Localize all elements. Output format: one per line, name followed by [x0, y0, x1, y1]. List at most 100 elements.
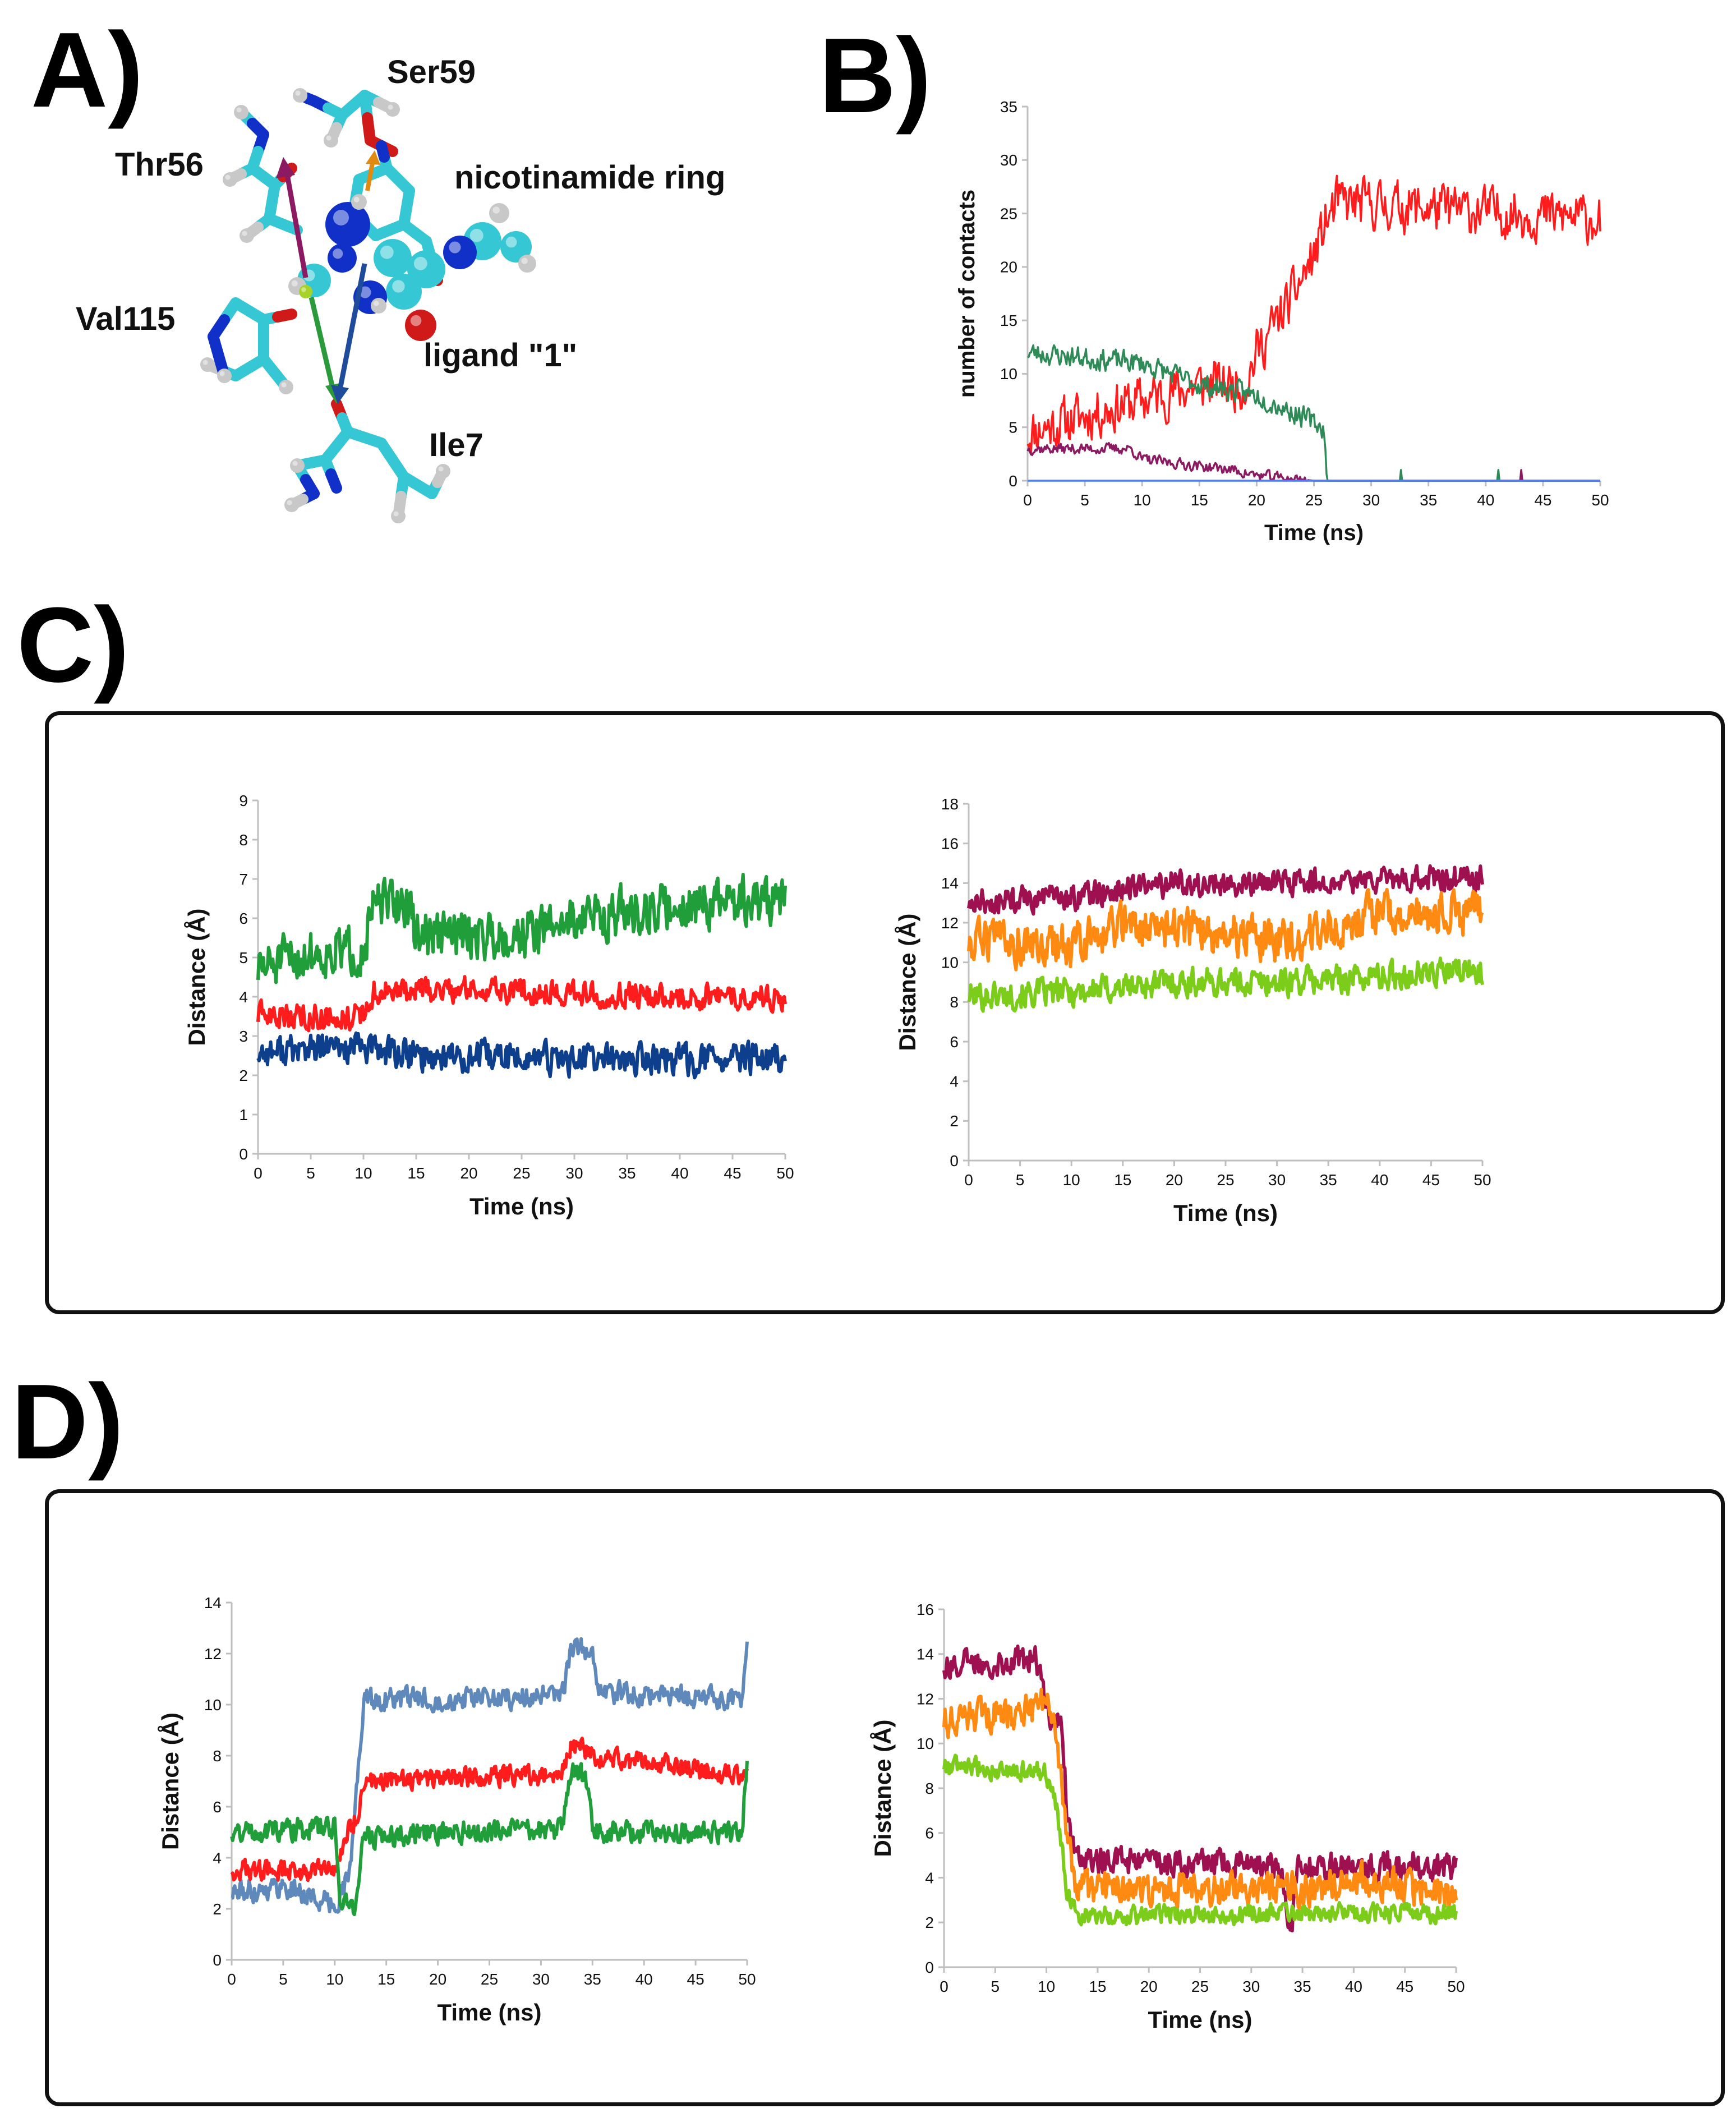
atom-highlight	[492, 206, 500, 214]
atom	[385, 102, 400, 117]
atom	[299, 285, 312, 298]
x-tick-label: 45	[1396, 1978, 1413, 1995]
y-tick-label: 8	[239, 831, 248, 849]
x-axis-label: Time (ns)	[1148, 2006, 1253, 2033]
atom	[407, 250, 445, 288]
x-tick-label: 25	[513, 1164, 530, 1182]
y-tick-label: 0	[213, 1951, 222, 1969]
x-tick-label: 35	[584, 1971, 601, 1988]
x-axis-label: Time (ns)	[438, 1999, 542, 2025]
x-tick-label: 0	[1023, 491, 1032, 509]
x-tick-label: 40	[671, 1164, 688, 1182]
series-line-3	[1026, 441, 1600, 482]
x-tick-label: 20	[1140, 1978, 1158, 1995]
y-tick-label: 12	[204, 1645, 222, 1663]
atom	[500, 231, 532, 263]
atom-highlight	[326, 135, 331, 141]
y-tick-label: 2	[950, 1112, 959, 1130]
x-tick-label: 10	[1038, 1978, 1055, 1995]
x-tick-label: 15	[377, 1971, 395, 1988]
atom-highlight	[392, 280, 405, 293]
y-tick-label: 7	[239, 871, 248, 888]
atom-highlight	[438, 466, 444, 472]
atom	[436, 464, 450, 478]
atom-highlight	[242, 231, 247, 236]
x-tick-label: 45	[1422, 1171, 1440, 1189]
atom-highlight	[295, 90, 301, 96]
atom	[223, 172, 237, 187]
chart-d-left: 0 5 10 15 20 25 30 35 40 45 50 0 2 4 6 8 10 12 14 Time (ns)…	[157, 1594, 756, 2025]
label-ile7: Ile7	[429, 427, 483, 463]
y-tick-label: 16	[917, 1601, 934, 1618]
series-line-3	[256, 1031, 787, 1080]
atom-highlight	[373, 300, 379, 306]
arrow-head	[276, 157, 295, 178]
atom	[293, 88, 307, 103]
y-tick-label: 8	[925, 1780, 934, 1797]
y-tick-label: 14	[204, 1594, 222, 1612]
x-tick-label: 15	[407, 1164, 425, 1182]
atom	[443, 236, 477, 269]
atom	[290, 458, 305, 473]
x-tick-label: 0	[940, 1978, 948, 1995]
atom	[200, 357, 215, 372]
y-axis-label: Distance (Å)	[894, 913, 920, 1051]
bond	[272, 309, 297, 323]
x-axis-label: Time (ns)	[469, 1193, 574, 1219]
series-line-2	[230, 1737, 749, 1882]
atom	[405, 310, 436, 341]
x-tick-label: 35	[1320, 1171, 1337, 1189]
atom	[386, 274, 422, 310]
atom	[240, 228, 254, 243]
y-tick-label: 6	[925, 1825, 934, 1842]
y-tick-label: 4	[213, 1849, 222, 1867]
panel-b-label: B)	[819, 16, 932, 135]
atom-highlight	[301, 287, 306, 292]
atom	[234, 105, 248, 119]
series-line-1	[231, 1637, 749, 1914]
atom	[324, 133, 338, 148]
atom-highlight	[393, 511, 399, 517]
atom-highlight	[219, 371, 225, 376]
x-tick-label: 30	[1268, 1171, 1286, 1189]
y-tick-label: 9	[239, 792, 248, 809]
interaction-arrow	[283, 168, 308, 278]
y-tick-label: 12	[941, 914, 959, 932]
atom	[279, 380, 293, 394]
y-tick-label: 0	[239, 1145, 248, 1163]
y-tick-label: 4	[950, 1072, 959, 1090]
series-line-1	[256, 873, 787, 984]
y-tick-label: 14	[917, 1646, 934, 1663]
x-tick-label: 5	[306, 1164, 315, 1182]
x-tick-label: 15	[1191, 491, 1208, 509]
atom-highlight	[333, 210, 349, 225]
x-tick-label: 45	[1534, 491, 1551, 509]
atom	[391, 509, 406, 523]
y-tick-label: 10	[917, 1735, 934, 1752]
interaction-arrow	[337, 263, 367, 393]
x-tick-label: 40	[1345, 1978, 1362, 1995]
bond	[376, 140, 390, 163]
panel-d-frame	[45, 1489, 1725, 2106]
atom-highlight	[353, 196, 360, 202]
y-tick-label: 0	[1009, 472, 1017, 490]
y-tick-label: 10	[204, 1696, 222, 1714]
molecule-structure	[200, 88, 536, 523]
y-tick-label: 18	[941, 795, 959, 813]
y-tick-label: 14	[941, 874, 959, 892]
y-tick-label: 3	[239, 1028, 248, 1045]
y-tick-label: 10	[1000, 365, 1017, 383]
y-tick-label: 2	[239, 1067, 248, 1084]
x-tick-label: 30	[532, 1971, 550, 1988]
atom	[489, 203, 509, 223]
series-line-2	[256, 975, 787, 1033]
x-tick-label: 25	[481, 1971, 498, 1988]
atom-highlight	[333, 248, 343, 259]
bond	[301, 93, 320, 107]
x-tick-label: 25	[1305, 491, 1323, 509]
x-tick-label: 40	[1477, 491, 1494, 509]
atom-highlight	[505, 236, 517, 248]
label-nicotinamide-ring: nicotinamide ring	[454, 159, 726, 196]
x-tick-label: 30	[1242, 1978, 1260, 1995]
